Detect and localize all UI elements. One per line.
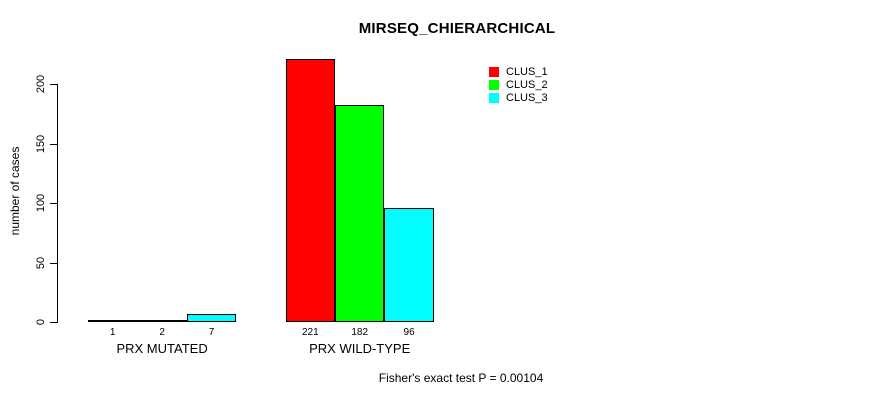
bar-clus_2-group2 bbox=[335, 105, 385, 322]
bar-value-label: 182 bbox=[351, 327, 369, 338]
y-axis-tick bbox=[50, 322, 57, 323]
legend-label-clus_2: CLUS_2 bbox=[506, 79, 548, 91]
bar-clus_1-group1 bbox=[88, 320, 138, 322]
bar-clus_3-group2 bbox=[384, 207, 434, 322]
y-axis-line bbox=[57, 84, 58, 323]
y-axis-tick bbox=[50, 203, 57, 204]
bar-value-label: 2 bbox=[159, 327, 165, 338]
bar-clus_1-group2 bbox=[285, 59, 335, 322]
legend-swatch-clus_2 bbox=[489, 80, 499, 90]
chart-title: MIRSEQ_CHIERARCHICAL bbox=[358, 20, 556, 37]
bar-clus_2-group1 bbox=[137, 319, 187, 322]
y-axis-tick-label: 0 bbox=[35, 318, 47, 326]
bar-value-label: 7 bbox=[208, 327, 215, 338]
y-axis-tick-label: 150 bbox=[35, 134, 47, 153]
legend-label-clus_1: CLUS_1 bbox=[506, 66, 548, 78]
legend-swatch-clus_1 bbox=[489, 67, 499, 77]
y-axis-tick-label: 200 bbox=[35, 74, 47, 94]
legend-swatch-clus_3 bbox=[489, 93, 499, 103]
x-category-label: PRX MUTATED bbox=[116, 341, 208, 356]
bar-value-label: 221 bbox=[301, 327, 319, 338]
y-axis-tick bbox=[50, 84, 57, 85]
bar-clus_3-group1 bbox=[186, 313, 237, 322]
x-category-label: PRX WILD-TYPE bbox=[309, 341, 411, 356]
annotation-text: Fisher's exact test P = 0.00104 bbox=[378, 371, 544, 385]
y-axis-tick bbox=[50, 262, 57, 264]
bar-value-label: 1 bbox=[109, 327, 116, 338]
y-axis-tick-label: 50 bbox=[35, 256, 47, 269]
y-axis-tick-label: 100 bbox=[35, 193, 47, 213]
bar-value-label: 96 bbox=[403, 327, 415, 338]
legend-label-clus_3: CLUS_3 bbox=[506, 92, 548, 104]
y-axis-label: number of cases bbox=[8, 146, 22, 236]
y-axis-tick bbox=[50, 143, 57, 145]
